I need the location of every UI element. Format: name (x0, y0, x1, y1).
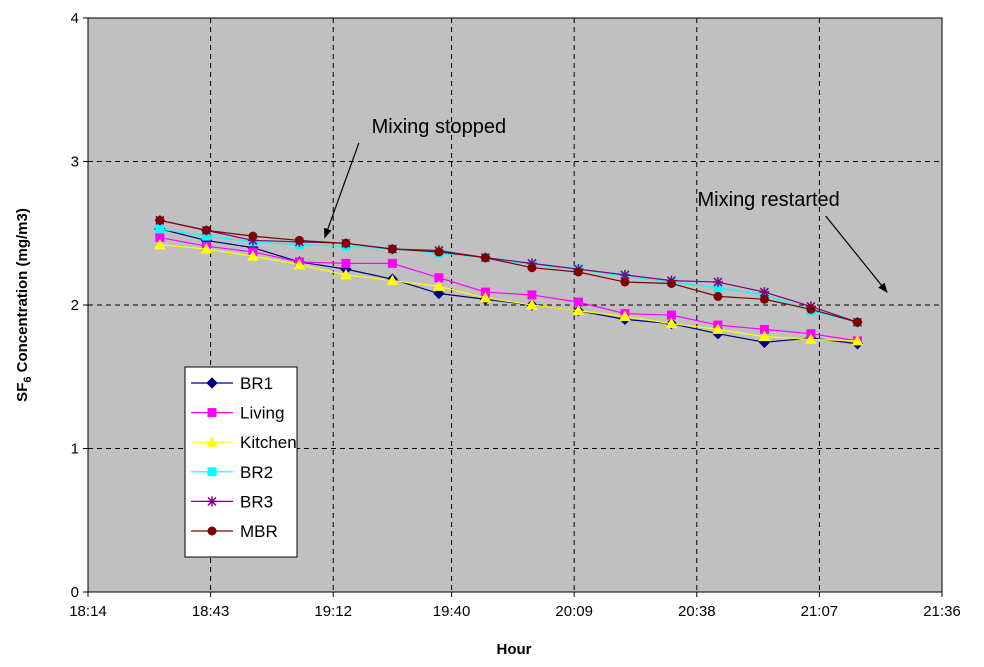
data-point-kitchen (572, 304, 585, 316)
series-line-living (159, 236, 858, 342)
data-point-kitchen (247, 250, 259, 261)
data-point-living (341, 258, 351, 268)
data-point-kitchen (851, 334, 864, 346)
x-tick-label: 19:40 (433, 603, 471, 620)
data-point-mbr (620, 277, 630, 287)
data-point-mbr (527, 263, 537, 273)
legend-marker-br1 (206, 377, 218, 389)
legend-marker-br3 (207, 496, 217, 507)
data-point-mbr (248, 231, 258, 241)
data-point-kitchen (665, 317, 678, 329)
data-point-mbr (852, 317, 862, 327)
y-axis-title-suffix: Concentration (mg/m3) (14, 208, 31, 376)
data-point-mbr (201, 225, 211, 235)
x-tick-label: 19:12 (314, 603, 352, 620)
series-line-kitchen (159, 244, 858, 342)
annotation-arrow-0 (324, 142, 360, 239)
y-tick-label: 2 (71, 297, 79, 314)
x-axis-title: Hour (497, 641, 532, 658)
legend-label-living: Living (240, 404, 284, 423)
y-axis-title: SF6 Concentration (mg/m3) (14, 208, 34, 402)
axes: 0 1 2 3 4 18:14 18:43 19:12 19:40 20:09 20:38 21:07… (69, 10, 961, 620)
legend-box (184, 366, 298, 558)
series-line-br2 (159, 228, 858, 323)
data-point-living (387, 258, 397, 268)
data-point-mbr (387, 244, 397, 254)
annotation-text-0: Mixing stopped (372, 116, 507, 138)
data-point-br3 (712, 277, 723, 288)
data-point-mbr (666, 278, 676, 288)
data-point-kitchen (619, 310, 631, 321)
legend-marker-mbr (207, 526, 217, 536)
data-point-kitchen (526, 298, 538, 310)
x-tick-label: 21:36 (923, 603, 961, 620)
y-axis-title-subscript: 6 (22, 377, 34, 383)
data-point-kitchen (479, 291, 492, 303)
data-point-kitchen (758, 330, 771, 342)
data-point-kitchen (712, 323, 724, 334)
series-line-br1 (159, 228, 858, 345)
legend-label-br1: BR1 (240, 374, 273, 393)
data-point-kitchen (433, 280, 445, 291)
data-point-mbr (294, 235, 304, 245)
annotations: Mixing stopped Mixing restarted (324, 116, 888, 293)
data-point-mbr (434, 247, 444, 257)
y-tick-label: 3 (71, 154, 79, 171)
data-point-kitchen (200, 243, 213, 254)
data-point-kitchen (805, 333, 817, 344)
series-line-mbr (159, 219, 858, 323)
y-tick-label: 4 (71, 10, 79, 27)
legend-marker-living (207, 408, 217, 418)
x-tick-label: 18:43 (192, 603, 230, 620)
data-point-kitchen (154, 238, 166, 250)
legend-label-kitchen: Kitchen (240, 433, 297, 452)
data-point-kitchen (293, 258, 306, 270)
legend-marker-br2 (207, 467, 217, 477)
data-point-mbr (806, 304, 816, 314)
series-line-br3 (159, 219, 858, 323)
x-tick-label: 21:07 (801, 603, 839, 620)
legend-marker-kitchen (206, 436, 218, 447)
data-point-mbr (759, 294, 769, 304)
data-point-mbr (480, 253, 490, 263)
x-tick-label: 18:14 (69, 603, 107, 620)
x-tick-label: 20:38 (678, 603, 716, 620)
data-point-mbr (155, 215, 165, 225)
data-point-kitchen (340, 268, 352, 280)
annotation-arrow-1 (825, 215, 888, 293)
data-point-living (527, 290, 537, 300)
annotation-text-1: Mixing restarted (698, 189, 840, 211)
legend-label-br2: BR2 (240, 463, 273, 482)
data-point-mbr (573, 267, 583, 277)
data-point-br1 (433, 287, 445, 300)
data-point-br2 (155, 224, 165, 234)
data-point-kitchen (386, 274, 399, 286)
data-point-mbr (713, 291, 723, 301)
x-tick-label: 20:09 (555, 603, 593, 620)
data-point-mbr (341, 238, 351, 248)
y-axis-title-prefix: SF (14, 383, 31, 402)
y-tick-label: 1 (71, 441, 79, 458)
legend: BR1 Living Kitchen BR2 BR3 MBR (184, 366, 298, 558)
legend-label-br3: BR3 (240, 492, 273, 511)
series-lines (154, 215, 864, 350)
legend-label-mbr: MBR (240, 522, 278, 541)
y-tick-label: 0 (71, 584, 79, 601)
